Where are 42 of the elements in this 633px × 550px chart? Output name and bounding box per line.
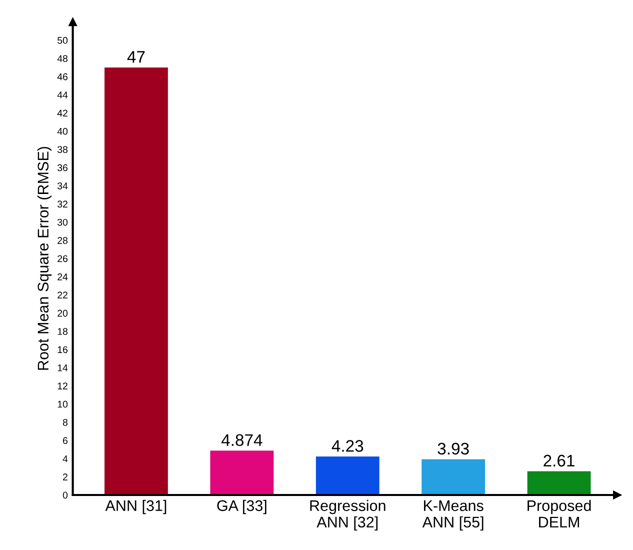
x-tick-label: K-Means ANN [55] [422, 500, 484, 531]
y-tick-label: 26 [58, 255, 68, 262]
y-tick-label: 46 [57, 73, 68, 80]
y-tick-label: 44 [57, 92, 68, 98]
y-tick-label: 28 [58, 237, 68, 244]
y-tick-label: 24 [58, 273, 68, 280]
y-tick-label: 38 [57, 146, 68, 153]
y-tick-label: 2 [63, 474, 68, 480]
y-tick-label: 36 [57, 164, 68, 172]
y-tick-label: 42 [57, 110, 68, 116]
x-tick-label: Proposed DELM [528, 500, 591, 528]
y-tick-label: 22 [58, 292, 68, 298]
y-tick-label: 10 [58, 400, 68, 408]
y-tick-label: 0 [62, 492, 68, 499]
y-tick-label: 34 [57, 182, 68, 190]
y-tick-label: 32 [57, 200, 68, 208]
y-axis-title: Root Mean Square Error (RMSE) [37, 146, 52, 370]
bar [527, 471, 591, 495]
bar [316, 456, 380, 495]
y-tick-label: 4 [62, 455, 68, 462]
bar [422, 459, 486, 495]
y-tick-label: 50 [58, 36, 68, 44]
bar [104, 67, 168, 495]
data-label: 4.23 [332, 440, 364, 452]
y-tick-label: 6 [63, 437, 68, 444]
y-tick-label: 20 [58, 310, 68, 317]
data-label: 2.61 [544, 454, 574, 467]
y-tick-label: 18 [58, 328, 68, 335]
y-tick-label: 16 [58, 346, 68, 354]
x-tick-label: GA [33] [217, 500, 266, 514]
y-tick-label: 48 [57, 55, 68, 62]
y-tick-label: 14 [58, 364, 68, 372]
y-tick-label: 40 [57, 128, 68, 135]
x-tick-label: Regression ANN [32] [310, 500, 386, 531]
data-label: 3.93 [438, 442, 469, 455]
y-tick-label: 30 [57, 218, 68, 226]
y-tick-label: 8 [62, 418, 68, 426]
bar [210, 450, 274, 495]
y-tick-label: 12 [58, 382, 68, 390]
data-label: 47 [127, 51, 145, 63]
data-label: 4.874 [221, 434, 262, 446]
x-tick-label: ANN [31] [105, 500, 166, 514]
